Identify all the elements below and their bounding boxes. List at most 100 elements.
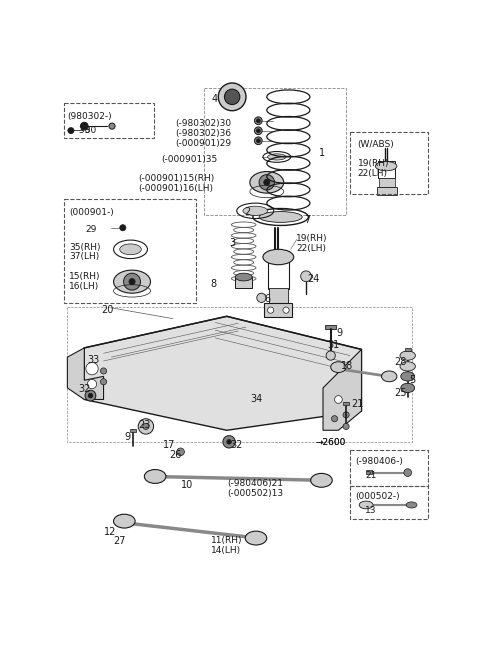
Text: 12: 12: [104, 527, 116, 537]
Text: 6: 6: [264, 294, 271, 304]
Text: 13: 13: [365, 505, 377, 515]
Ellipse shape: [250, 172, 284, 193]
Bar: [379, 178, 395, 187]
Text: 2: 2: [244, 207, 251, 217]
Bar: [405, 348, 411, 351]
Circle shape: [254, 127, 262, 135]
Text: 31: 31: [327, 340, 339, 350]
Text: (000502-): (000502-): [355, 492, 400, 501]
Text: 33: 33: [87, 355, 100, 365]
Ellipse shape: [406, 502, 417, 508]
Circle shape: [218, 83, 246, 111]
Text: 29: 29: [86, 224, 97, 234]
Circle shape: [264, 179, 270, 185]
Bar: [350, 450, 429, 486]
Bar: [378, 161, 396, 178]
Bar: [63, 199, 196, 303]
Text: 25: 25: [394, 388, 407, 398]
Ellipse shape: [400, 351, 415, 360]
Bar: [350, 133, 429, 194]
Text: 14(LH): 14(LH): [211, 545, 241, 555]
Ellipse shape: [359, 501, 373, 509]
Ellipse shape: [375, 162, 397, 170]
Circle shape: [88, 394, 93, 398]
Polygon shape: [67, 348, 104, 400]
Text: (000901-): (000901-): [69, 208, 114, 216]
Text: (980302-): (980302-): [67, 113, 112, 121]
Ellipse shape: [382, 371, 397, 382]
Text: 1: 1: [319, 148, 325, 158]
Text: 8: 8: [211, 279, 216, 289]
Circle shape: [254, 117, 262, 125]
Bar: [235, 277, 252, 288]
Circle shape: [86, 362, 98, 375]
Circle shape: [335, 396, 342, 404]
Text: 32: 32: [230, 440, 243, 450]
Text: →2600: →2600: [315, 438, 346, 447]
Text: 10: 10: [180, 480, 193, 490]
Text: (-980406)21: (-980406)21: [227, 479, 283, 488]
Text: 24: 24: [308, 274, 320, 284]
Text: 11(RH): 11(RH): [211, 535, 243, 545]
Circle shape: [81, 123, 88, 130]
Circle shape: [120, 224, 126, 231]
Ellipse shape: [400, 362, 415, 371]
Circle shape: [256, 139, 260, 143]
Text: 34: 34: [250, 394, 262, 404]
Text: (-000901)29: (-000901)29: [175, 139, 231, 149]
Circle shape: [85, 390, 96, 401]
Text: 23: 23: [138, 420, 151, 430]
Text: 21: 21: [365, 471, 377, 480]
Circle shape: [143, 424, 149, 430]
Text: (-000901)35: (-000901)35: [161, 155, 217, 164]
Circle shape: [123, 273, 141, 290]
Polygon shape: [323, 350, 361, 430]
Circle shape: [129, 278, 135, 285]
Bar: [267, 251, 289, 289]
Text: 9: 9: [124, 432, 131, 442]
Text: 5: 5: [409, 375, 416, 385]
Text: 20: 20: [101, 305, 114, 315]
Circle shape: [227, 440, 231, 444]
Ellipse shape: [144, 470, 166, 484]
Text: (-000901)15(RH): (-000901)15(RH): [138, 174, 215, 183]
Text: 28: 28: [394, 357, 406, 367]
Ellipse shape: [259, 212, 302, 222]
Bar: [63, 103, 154, 138]
Circle shape: [225, 89, 240, 105]
Bar: [130, 429, 136, 432]
Text: 19(RH): 19(RH): [296, 234, 327, 243]
Text: 9: 9: [336, 328, 342, 338]
Circle shape: [300, 271, 312, 282]
Ellipse shape: [401, 372, 415, 381]
Circle shape: [256, 129, 260, 133]
Polygon shape: [84, 316, 361, 430]
Ellipse shape: [235, 273, 252, 281]
Text: 22(LH): 22(LH): [296, 244, 326, 253]
Text: 3: 3: [229, 238, 235, 248]
Circle shape: [87, 380, 96, 389]
Text: 26: 26: [169, 450, 181, 460]
Circle shape: [100, 379, 107, 385]
Text: 21: 21: [351, 400, 364, 410]
Ellipse shape: [114, 514, 135, 528]
Ellipse shape: [311, 474, 332, 488]
Circle shape: [404, 469, 411, 476]
Circle shape: [326, 351, 336, 360]
Circle shape: [257, 293, 266, 302]
Text: (-000901)16(LH): (-000901)16(LH): [138, 184, 213, 193]
Ellipse shape: [263, 249, 294, 264]
Text: 7: 7: [304, 214, 310, 224]
Bar: [325, 325, 336, 330]
Text: (W/ABS): (W/ABS): [358, 140, 395, 149]
Bar: [343, 402, 349, 405]
Circle shape: [177, 448, 184, 456]
Text: 27: 27: [114, 535, 126, 545]
Circle shape: [267, 307, 274, 313]
Text: (-980302)30: (-980302)30: [175, 119, 231, 128]
Text: 16(LH): 16(LH): [69, 282, 99, 290]
Text: 19(RH): 19(RH): [358, 159, 389, 168]
Circle shape: [332, 416, 337, 422]
Text: 4: 4: [211, 94, 217, 104]
Circle shape: [343, 412, 349, 418]
